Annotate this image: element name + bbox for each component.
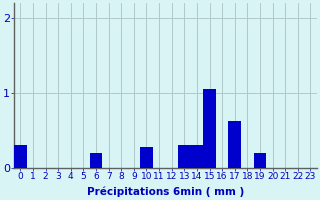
Bar [140, 147, 153, 168]
Bar [90, 153, 102, 168]
Bar [228, 121, 241, 168]
Bar [203, 89, 216, 168]
Bar [178, 145, 191, 168]
Bar [14, 145, 27, 168]
X-axis label: Précipitations 6min ( mm ): Précipitations 6min ( mm ) [87, 187, 244, 197]
Bar [254, 153, 266, 168]
Bar [191, 145, 203, 168]
